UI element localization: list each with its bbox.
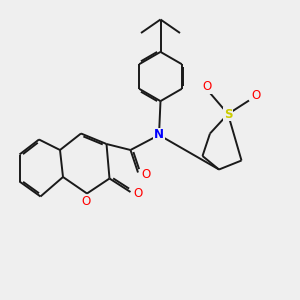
- Text: O: O: [202, 80, 211, 94]
- Text: O: O: [252, 89, 261, 103]
- Text: O: O: [142, 167, 151, 181]
- Text: N: N: [154, 128, 164, 142]
- Text: O: O: [134, 187, 142, 200]
- Text: S: S: [224, 107, 232, 121]
- Text: O: O: [81, 195, 90, 208]
